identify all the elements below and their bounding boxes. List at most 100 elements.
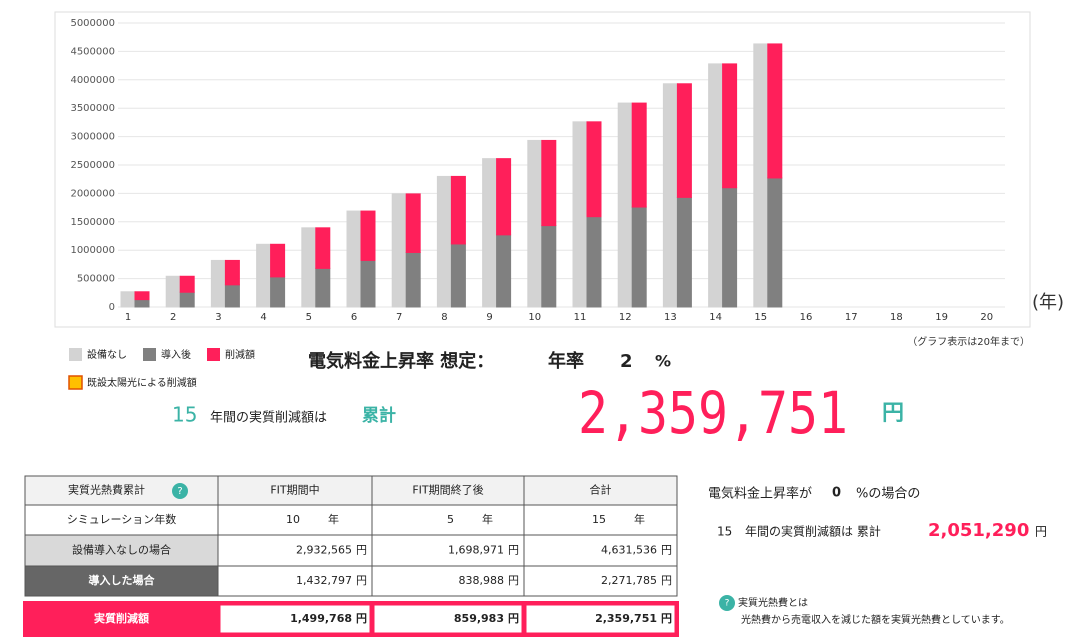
bar (527, 139, 543, 308)
table-header: 合計 (590, 483, 612, 497)
assumption-rate: 2 (620, 351, 633, 372)
bar (315, 267, 331, 308)
legend-swatch (143, 348, 156, 361)
zero-case-text: %の場合の (856, 487, 920, 502)
bar (120, 291, 136, 308)
zero-case-years: 15 (717, 525, 732, 539)
bar (676, 196, 692, 308)
info-icon (719, 595, 735, 611)
summary-text: 年間の実質削減額は (210, 410, 327, 426)
table-unit: 年 (634, 512, 645, 526)
table-value: 1,499,768 (290, 612, 352, 625)
table-unit: 円 (356, 574, 367, 587)
table-unit: 円 (356, 544, 367, 557)
table-value: 859,983 (454, 612, 504, 625)
x-tick-label: 15 (754, 312, 767, 323)
x-tick-label: 18 (890, 312, 903, 323)
table-value: 2,359,751 (595, 612, 657, 625)
table-unit: 円 (508, 612, 519, 625)
x-tick-label: 19 (935, 312, 948, 323)
x-tick-label: 6 (351, 312, 357, 323)
x-tick-label: 9 (486, 312, 492, 323)
x-tick-label: 3 (215, 312, 221, 323)
assumption-unit: % (655, 352, 671, 371)
bar (210, 259, 226, 308)
x-tick-label: 17 (845, 312, 858, 323)
table-unit: 年 (482, 512, 493, 526)
info-text: 光熱費から売電収入を減じた額を実質光熱費としています。 (741, 613, 1010, 626)
table-cell (373, 604, 523, 634)
table-value: 15 (592, 513, 606, 526)
x-tick-label: 10 (528, 312, 541, 323)
table-cell (523, 534, 678, 567)
y-tick-label: 2000000 (70, 188, 115, 199)
zero-case-text: 年間の実質削減額は 累計 (745, 524, 881, 539)
assumption-rate-label: 年率 (548, 350, 584, 372)
y-tick-label: 500000 (77, 274, 115, 285)
bar (496, 158, 512, 236)
table-cell (371, 565, 525, 597)
table-cell (523, 504, 678, 536)
x-tick-label: 12 (619, 312, 632, 323)
table-header-cell (371, 475, 525, 506)
table-unit: 円 (661, 574, 672, 587)
table-value: 4,631,536 (601, 544, 657, 557)
help-icon-text: ? (177, 486, 182, 497)
bar (360, 210, 376, 261)
y-tick-label: 1500000 (70, 217, 115, 228)
bar (496, 234, 512, 308)
bar (270, 276, 286, 308)
bar (722, 187, 738, 308)
bar (586, 121, 602, 218)
summary-years: 15 (172, 403, 197, 427)
table-value: 838,988 (459, 574, 505, 587)
zero-case-text: 電気料金上昇率が (708, 486, 812, 502)
x-tick-label: 20 (980, 312, 993, 323)
legend-label: 導入後 (161, 348, 191, 361)
x-tick-label: 8 (441, 312, 447, 323)
table-unit: 円 (508, 574, 519, 587)
x-tick-label: 2 (170, 312, 176, 323)
table-row-label: 導入した場合 (89, 573, 156, 587)
bar (436, 175, 452, 308)
bar (360, 259, 376, 308)
x-tick-label: 14 (709, 312, 722, 323)
legend-swatch (207, 348, 220, 361)
table-header: FIT期間終了後 (412, 483, 483, 497)
table-header-cell (523, 475, 678, 506)
table-unit: 円 (356, 612, 367, 625)
bar (405, 193, 421, 253)
table-value: 2,271,785 (601, 574, 657, 587)
bar (224, 284, 240, 308)
bar (767, 177, 783, 308)
y-tick-label: 5000000 (70, 18, 115, 29)
bar (722, 63, 738, 189)
table-value: 10 (286, 513, 300, 526)
y-tick-label: 3000000 (70, 132, 115, 143)
bar (256, 243, 272, 308)
bar (586, 216, 602, 308)
table-value: 2,932,565 (296, 544, 352, 557)
bar (134, 291, 150, 301)
table-row-label: 設備導入なしの場合 (72, 543, 171, 557)
bar (753, 43, 769, 308)
bar (391, 193, 407, 308)
legend-label: 既設太陽光による削減額 (87, 376, 197, 389)
bar (224, 259, 240, 286)
bar (165, 275, 181, 308)
table-cell (371, 504, 525, 536)
table-row-label: シミュレーション年数 (67, 512, 177, 526)
y-tick-label: 4500000 (70, 46, 115, 57)
x-tick-label: 7 (396, 312, 402, 323)
bar (270, 243, 286, 278)
legend-label: 削減額 (225, 348, 255, 361)
summary-unit: 円 (882, 401, 904, 426)
x-tick-label: 4 (260, 312, 266, 323)
x-tick-label: 1 (125, 312, 131, 323)
bar (708, 63, 724, 308)
bar (631, 102, 647, 208)
summary-cumulative: 累計 (362, 405, 396, 426)
bar (541, 225, 557, 308)
table-cell (523, 565, 678, 597)
x-tick-label: 13 (664, 312, 677, 323)
